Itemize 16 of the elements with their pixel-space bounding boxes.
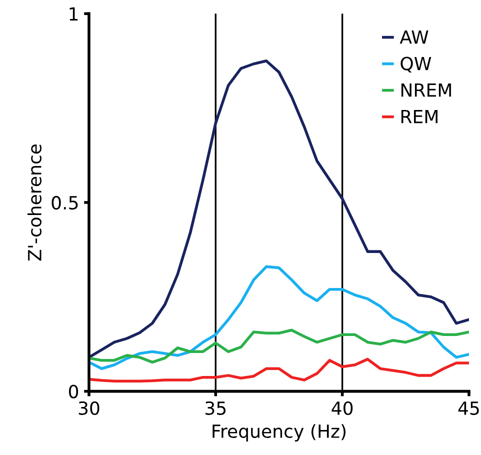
- legend-label: QW: [400, 56, 432, 72]
- legend-label: AW: [400, 30, 428, 44]
- y-tick-label: 0.5: [52, 196, 78, 210]
- x-tick-label: 30: [78, 401, 100, 415]
- y-tick-label: 1: [70, 7, 78, 21]
- line-series: [88, 358, 469, 382]
- x-tick-label: 35: [206, 401, 226, 415]
- y-tick-label: 0: [68, 384, 78, 398]
- x-axis-title: Frequency (Hz): [212, 424, 346, 442]
- x-tick-label: 40: [332, 401, 353, 415]
- line-series: [88, 265, 469, 370]
- line-series: [88, 328, 469, 364]
- legend-label: NREM: [401, 83, 451, 97]
- x-tick-label: 45: [458, 402, 479, 415]
- y-axis-title: Z'-coherence: [28, 144, 42, 261]
- legend-label: REM: [401, 110, 438, 124]
